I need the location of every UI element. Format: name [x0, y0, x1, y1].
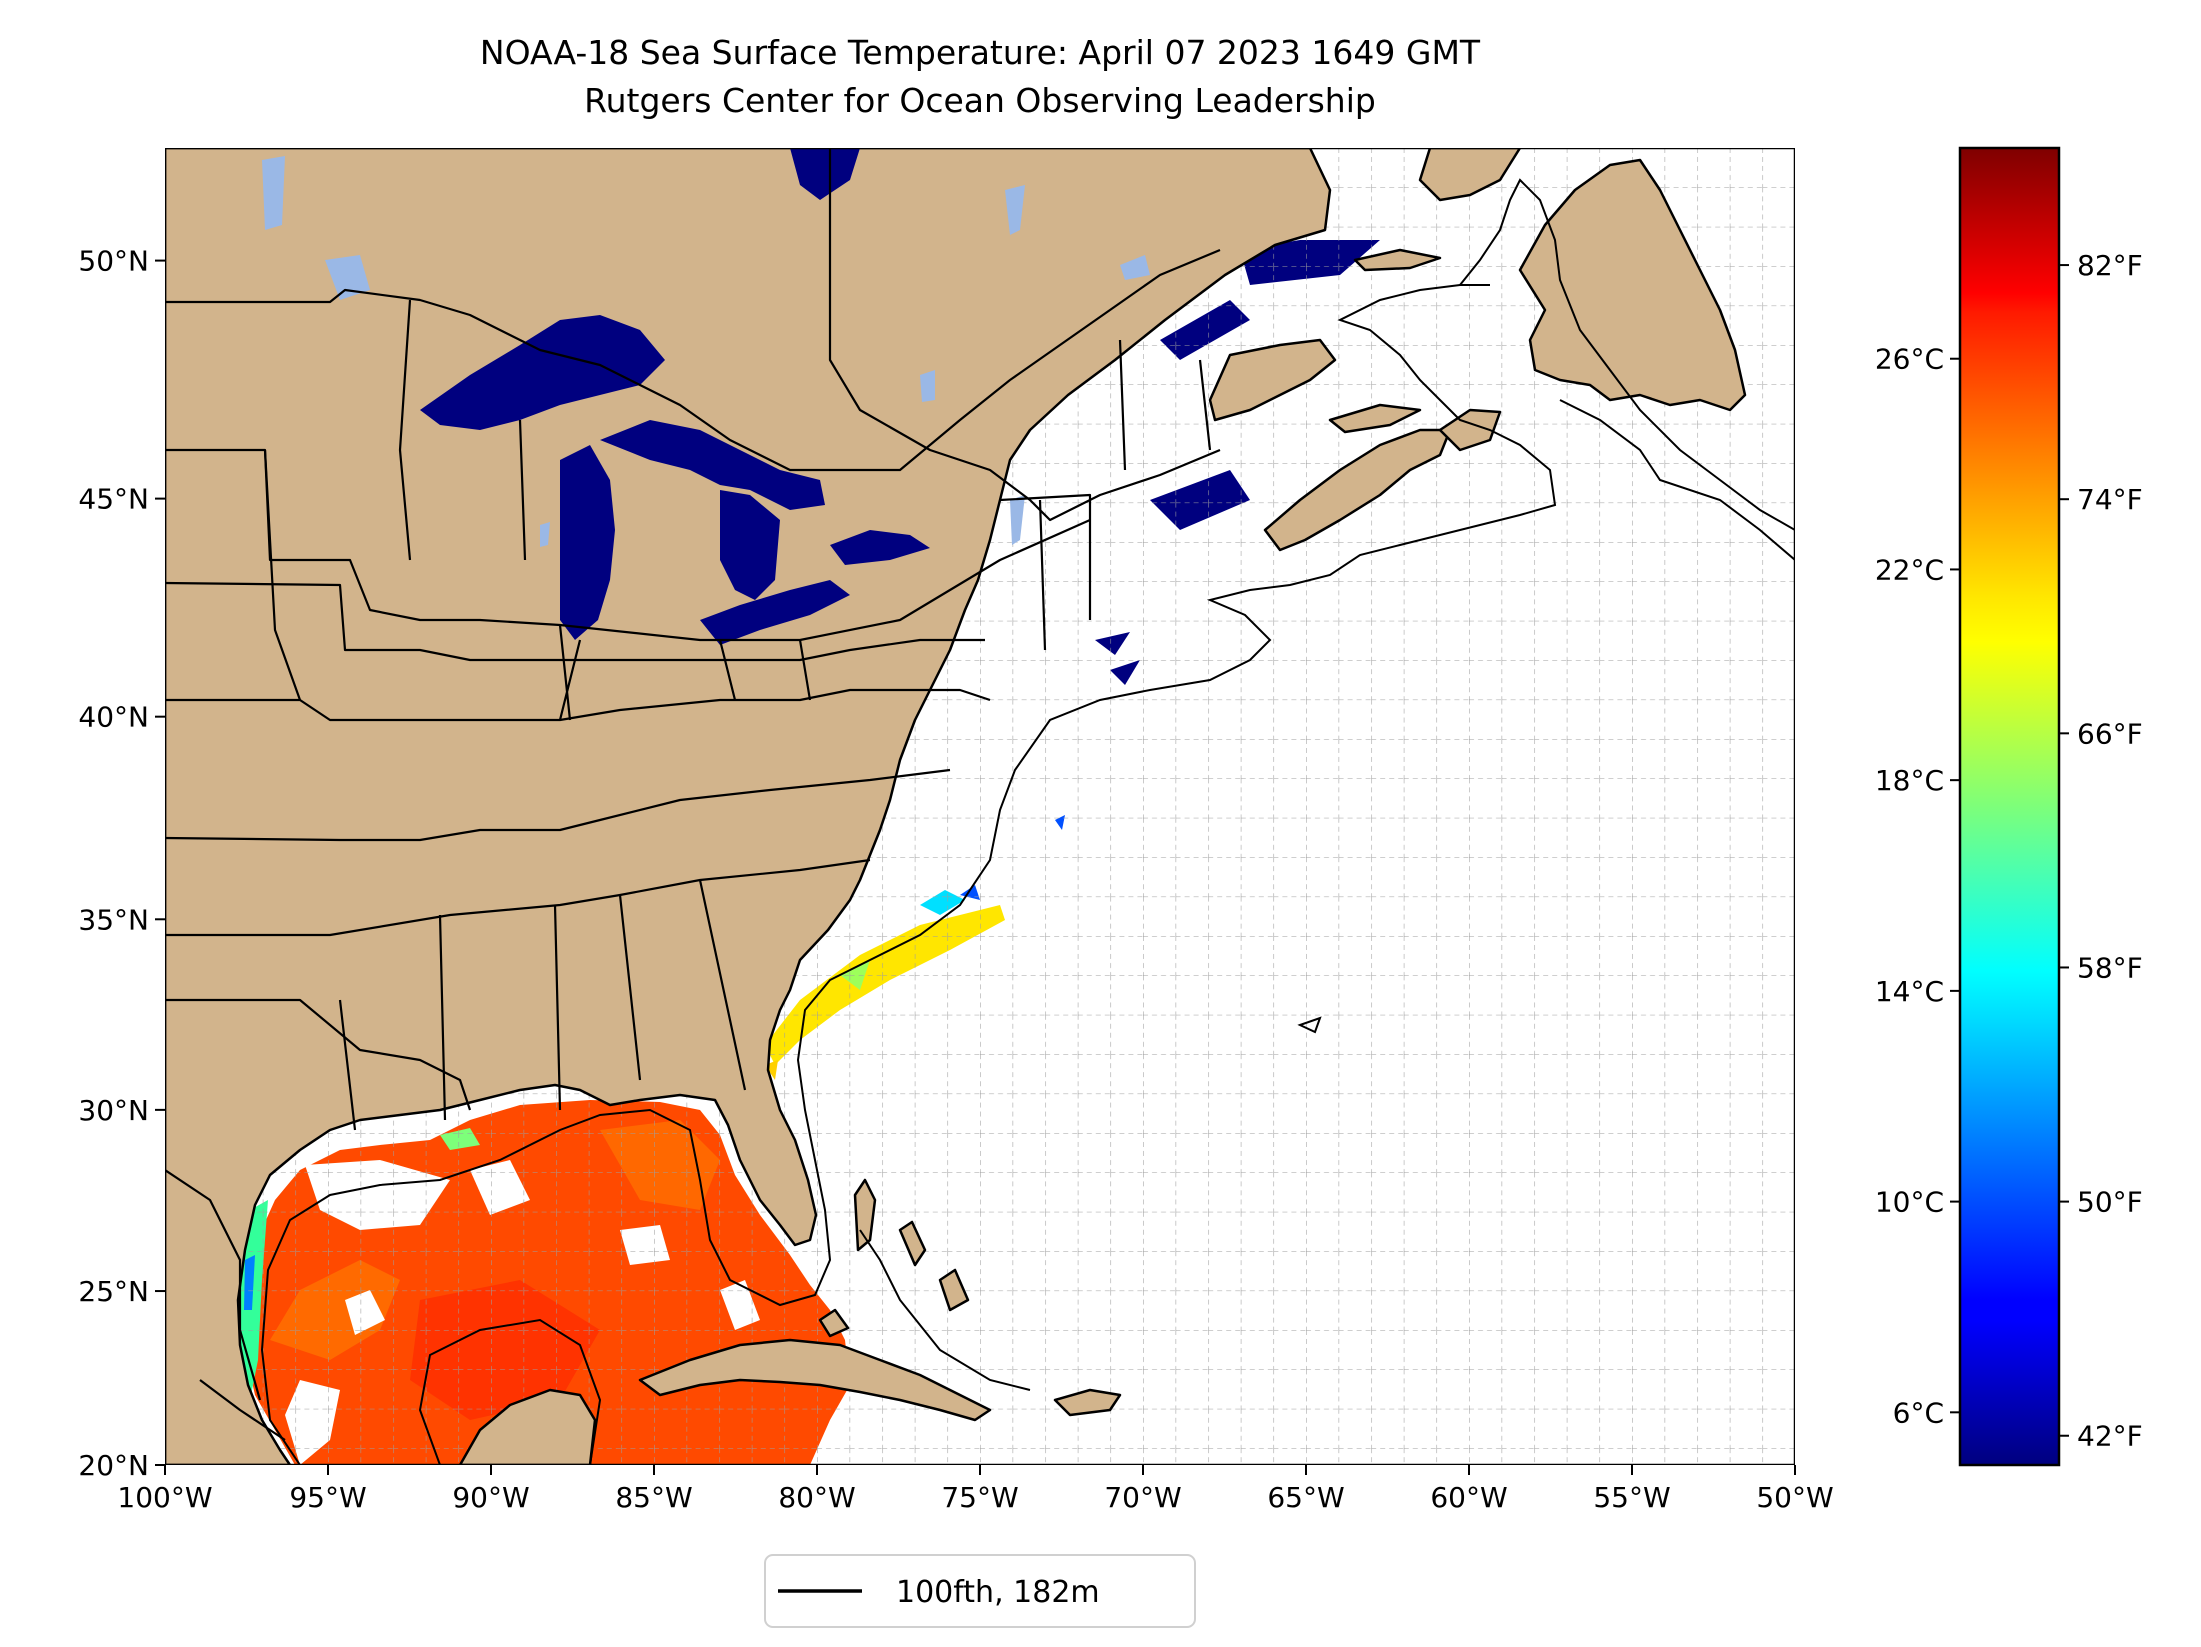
political-borders [165, 148, 1221, 1441]
longitude-axis: 100°W 95°W 90°W 85°W 80°W 75°W 70°W 65°W 60°W 55°… [117, 1465, 1834, 1514]
lat-tick-label: 40°N [78, 701, 149, 734]
title-line-1: NOAA-18 Sea Surface Temperature: April 0… [480, 33, 1481, 72]
lon-tick-label: 85°W [615, 1481, 692, 1514]
lon-tick-label: 100°W [117, 1481, 212, 1514]
colorbar-gradient [1958, 146, 2061, 1467]
newfoundland-land [1518, 158, 1747, 412]
maritimes-land [1208, 338, 1337, 422]
celsius-tick-label: 14°C [1875, 975, 1944, 1008]
lat-tick-label: 45°N [78, 483, 149, 516]
colorbar-celsius-ticks: 6°C 10°C 14°C 18°C 22°C 26°C [1875, 343, 1960, 1429]
lon-tick-label: 50°W [1756, 1481, 1833, 1514]
fahrenheit-tick-label: 82°F [2077, 249, 2143, 282]
celsius-tick-label: 22°C [1875, 553, 1944, 586]
lon-tick-label: 90°W [452, 1481, 529, 1514]
fahrenheit-tick-label: 74°F [2077, 483, 2143, 516]
colorbar: 6°C 10°C 14°C 18°C 22°C 26°C 42°F 50°F 58°F 66°F… [1875, 146, 2143, 1467]
legend-label: 100fth, 182m [896, 1575, 1100, 1610]
map-panel [165, 148, 1795, 1465]
lat-tick-label: 50°N [78, 245, 149, 278]
nova-scotia-land [1263, 428, 1452, 552]
lat-tick-label: 30°N [78, 1094, 149, 1127]
celsius-tick-label: 10°C [1875, 1186, 1944, 1219]
celsius-tick-label: 6°C [1893, 1396, 1944, 1429]
celsius-tick-label: 18°C [1875, 764, 1944, 797]
small-lakes [262, 156, 1150, 547]
hispaniola-land [1053, 1388, 1122, 1417]
lat-tick-label: 35°N [78, 903, 149, 936]
cape-breton-land [1438, 408, 1502, 452]
legend: 100fth, 182m [764, 1554, 1196, 1628]
lon-tick-label: 60°W [1430, 1481, 1507, 1514]
lon-tick-label: 55°W [1593, 1481, 1670, 1514]
lon-tick-label: 75°W [941, 1481, 1018, 1514]
fahrenheit-tick-label: 42°F [2077, 1420, 2143, 1453]
bahamas-land [818, 1178, 970, 1338]
celsius-tick-label: 26°C [1875, 343, 1944, 376]
fahrenheit-tick-label: 66°F [2077, 717, 2143, 750]
cuba-land [638, 1338, 992, 1422]
lon-tick-label: 70°W [1104, 1481, 1181, 1514]
fahrenheit-tick-label: 50°F [2077, 1186, 2143, 1219]
great-lakes [420, 148, 930, 645]
title-line-2: Rutgers Center for Ocean Observing Leade… [584, 81, 1376, 120]
latitude-axis: 20°N 25°N 30°N 35°N 40°N 45°N 50°N [78, 245, 165, 1482]
fahrenheit-tick-label: 58°F [2077, 951, 2143, 984]
lat-tick-label: 25°N [78, 1275, 149, 1308]
pei-land [1328, 403, 1422, 434]
legend-box [764, 1554, 1196, 1628]
anticosti-land [1353, 248, 1442, 272]
lon-tick-label: 65°W [1267, 1481, 1344, 1514]
colorbar-fahrenheit-ticks: 42°F 50°F 58°F 66°F 74°F 82°F [2059, 249, 2143, 1453]
lon-tick-label: 80°W [778, 1481, 855, 1514]
lat-tick-label: 20°N [78, 1449, 149, 1482]
labrador-land [1418, 148, 1522, 202]
lon-tick-label: 95°W [289, 1481, 366, 1514]
isobath-100fth [260, 178, 1795, 1465]
